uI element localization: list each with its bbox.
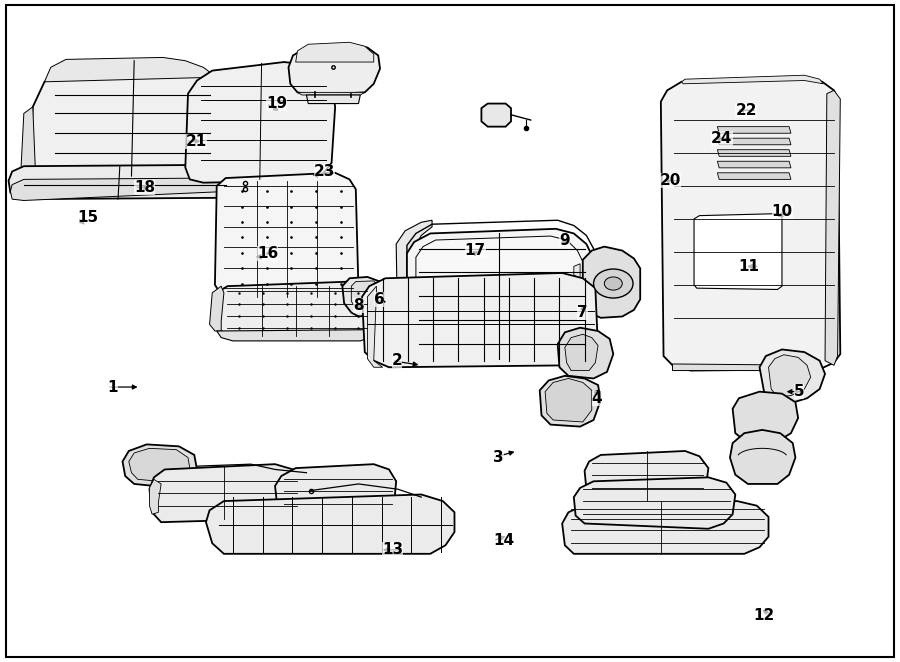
Text: 20: 20 (660, 173, 681, 188)
Text: 3: 3 (493, 450, 504, 465)
Polygon shape (482, 103, 511, 126)
Polygon shape (342, 277, 385, 316)
Polygon shape (574, 263, 580, 278)
Text: 10: 10 (771, 203, 793, 218)
Polygon shape (44, 58, 217, 82)
Polygon shape (681, 75, 824, 84)
Polygon shape (416, 236, 583, 359)
Polygon shape (122, 444, 197, 488)
Text: 1: 1 (107, 379, 118, 395)
Polygon shape (289, 44, 380, 95)
Polygon shape (730, 430, 796, 484)
Text: 22: 22 (735, 103, 757, 118)
Polygon shape (11, 178, 231, 201)
Polygon shape (825, 91, 841, 365)
Polygon shape (733, 392, 798, 443)
Polygon shape (717, 126, 791, 133)
Polygon shape (672, 364, 820, 371)
Text: 13: 13 (382, 542, 403, 557)
Polygon shape (298, 93, 365, 95)
Polygon shape (275, 464, 396, 519)
Polygon shape (583, 247, 640, 318)
Text: 16: 16 (257, 246, 278, 261)
Polygon shape (306, 95, 360, 103)
Polygon shape (129, 448, 190, 483)
Text: 18: 18 (134, 180, 156, 195)
Polygon shape (574, 287, 580, 301)
Text: 15: 15 (77, 210, 99, 225)
Text: 5: 5 (794, 384, 805, 399)
Text: 8: 8 (353, 299, 364, 313)
Polygon shape (694, 214, 782, 289)
Polygon shape (30, 60, 226, 181)
Text: 9: 9 (560, 232, 570, 248)
Circle shape (594, 269, 633, 298)
Polygon shape (149, 464, 302, 522)
Text: 2: 2 (392, 353, 402, 368)
Polygon shape (21, 107, 35, 173)
Polygon shape (661, 77, 841, 371)
Text: 12: 12 (753, 608, 775, 624)
Polygon shape (296, 42, 374, 62)
Polygon shape (396, 220, 432, 356)
Polygon shape (210, 286, 224, 331)
Polygon shape (362, 273, 598, 367)
Polygon shape (367, 286, 382, 367)
Text: 23: 23 (313, 164, 335, 179)
Polygon shape (558, 328, 613, 379)
Polygon shape (540, 376, 600, 426)
Polygon shape (149, 479, 161, 514)
Polygon shape (717, 138, 791, 145)
Polygon shape (760, 350, 825, 404)
Polygon shape (545, 379, 592, 422)
Text: 14: 14 (493, 533, 514, 548)
Text: 7: 7 (578, 305, 588, 320)
Polygon shape (407, 229, 594, 364)
Text: 24: 24 (711, 131, 733, 146)
Polygon shape (351, 281, 378, 308)
Polygon shape (574, 477, 735, 529)
Circle shape (604, 277, 622, 290)
Polygon shape (217, 330, 374, 341)
Polygon shape (206, 495, 454, 554)
Polygon shape (562, 501, 769, 554)
Polygon shape (717, 173, 791, 179)
Text: 6: 6 (374, 292, 384, 307)
Polygon shape (215, 173, 358, 301)
Text: 19: 19 (266, 96, 287, 111)
Polygon shape (717, 162, 791, 168)
Polygon shape (585, 451, 708, 502)
Polygon shape (9, 165, 233, 199)
Text: 4: 4 (592, 391, 602, 406)
Polygon shape (717, 150, 791, 156)
Polygon shape (574, 310, 580, 324)
Polygon shape (769, 355, 811, 397)
Polygon shape (565, 334, 598, 371)
Text: 11: 11 (739, 259, 760, 274)
Polygon shape (185, 62, 335, 183)
Text: 21: 21 (185, 134, 207, 149)
Polygon shape (215, 281, 374, 338)
Text: 17: 17 (464, 243, 486, 258)
